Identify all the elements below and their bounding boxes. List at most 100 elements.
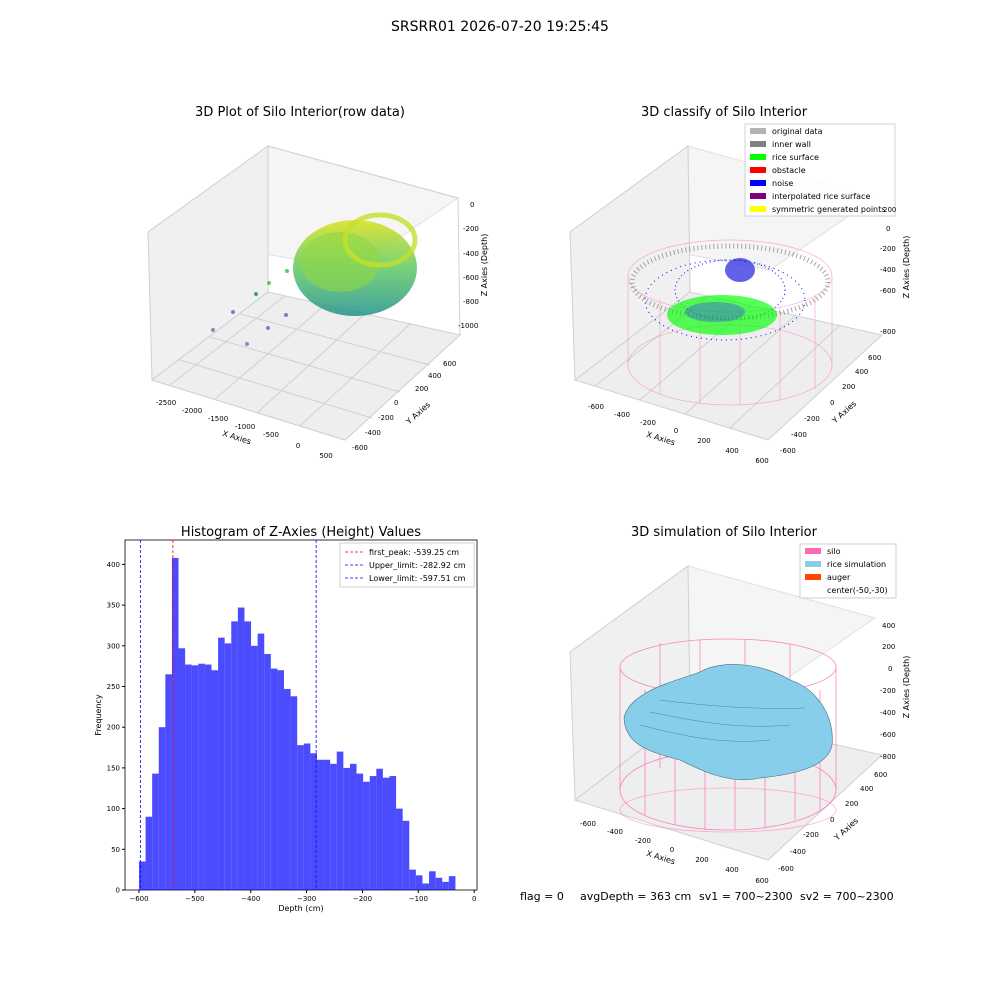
raw-z-tick: -800 bbox=[463, 298, 479, 306]
sim-z-tick: -400 bbox=[880, 709, 896, 717]
histogram-bar bbox=[429, 871, 436, 890]
simulation-legend: silo rice simulation auger center(-50,-3… bbox=[799, 543, 897, 599]
histogram-x-tick: −200 bbox=[353, 895, 372, 903]
raw-y-label: Y Axies bbox=[404, 400, 432, 427]
panel-raw-title: 3D Plot of Silo Interior(row data) bbox=[195, 105, 405, 120]
classify-y-ticks: -600 -400 -200 0 200 400 600 bbox=[780, 354, 881, 455]
histogram-x-ticks: −600 −500 −400 −300 −200 −100 0 bbox=[129, 890, 476, 903]
raw-y-tick: 400 bbox=[428, 372, 441, 380]
classify-y-tick: 600 bbox=[868, 354, 881, 362]
histogram-bar bbox=[264, 653, 271, 890]
classify-x-tick: -200 bbox=[640, 419, 656, 427]
histogram-bar bbox=[396, 808, 403, 890]
raw-x-tick: -2500 bbox=[156, 399, 176, 407]
histogram-bar bbox=[218, 637, 225, 890]
histogram-bar bbox=[165, 674, 172, 890]
classify-inner-wall bbox=[629, 243, 831, 321]
sim-z-tick: 400 bbox=[882, 622, 895, 630]
sim-x-tick: 400 bbox=[725, 866, 738, 874]
sim-z-tick: -600 bbox=[880, 731, 896, 739]
sim-z-ticks: 400 200 0 -200 -400 -600 -800 bbox=[880, 622, 896, 761]
raw-point bbox=[245, 342, 249, 346]
histogram-bar bbox=[310, 753, 317, 890]
sim-y-tick: -400 bbox=[790, 848, 806, 856]
histogram-y-tick: 150 bbox=[107, 764, 120, 772]
histogram-legend-label: Lower_limit: -597.51 cm bbox=[369, 574, 466, 583]
classify-legend: original data inner wall rice surface ob… bbox=[744, 123, 896, 217]
histogram-bar bbox=[158, 727, 166, 890]
sim-y-tick: 400 bbox=[860, 785, 873, 793]
raw-z-tick: -1000 bbox=[458, 322, 478, 330]
classify-y-tick: 0 bbox=[830, 399, 834, 407]
histogram-y-tick: 350 bbox=[107, 602, 120, 610]
legend-label: inner wall bbox=[772, 140, 811, 149]
histogram-x-tick: −500 bbox=[185, 895, 204, 903]
histogram-bar bbox=[303, 743, 311, 890]
legend-label: original data bbox=[772, 127, 823, 136]
classify-floor-plane bbox=[573, 291, 884, 441]
histogram-title: Histogram of Z-Axies (Height) Values bbox=[181, 525, 421, 540]
sim-x-ticks: -600 -400 -200 0 200 400 600 bbox=[580, 820, 769, 885]
raw-z-tick: -600 bbox=[463, 274, 479, 282]
classify-x-tick: -600 bbox=[588, 403, 604, 411]
raw-y-tick: 600 bbox=[443, 360, 456, 368]
sim-x-tick: -600 bbox=[580, 820, 596, 828]
classify-x-tick: -400 bbox=[614, 411, 630, 419]
sim-z-tick: 0 bbox=[888, 665, 892, 673]
histogram-bar bbox=[270, 668, 278, 890]
histogram-bar bbox=[323, 759, 331, 890]
legend-label: silo bbox=[827, 547, 841, 556]
histogram-bar bbox=[343, 767, 350, 890]
sim-x-tick: -200 bbox=[635, 837, 651, 845]
histogram-bar bbox=[191, 665, 199, 890]
raw-y-tick: -400 bbox=[365, 429, 381, 437]
raw-x-tick: 0 bbox=[296, 442, 300, 450]
sim-y-label: Y Axies bbox=[832, 816, 860, 843]
raw-x-tick: -1500 bbox=[208, 415, 228, 423]
histogram-bar bbox=[138, 861, 146, 890]
histogram-bar bbox=[204, 664, 212, 890]
classify-z-tick: -400 bbox=[880, 266, 896, 274]
histogram-y-label: Frequency bbox=[94, 694, 103, 736]
classify-x-label: X Axies bbox=[645, 430, 676, 447]
histogram-bar bbox=[171, 557, 179, 890]
legend-label: interpolated rice surface bbox=[772, 192, 870, 201]
raw-point bbox=[284, 313, 288, 317]
histogram-y-tick: 100 bbox=[107, 805, 120, 813]
classify-x-ticks: -600 -400 -200 0 200 400 600 bbox=[588, 403, 769, 465]
histogram-bar bbox=[277, 670, 285, 890]
raw-z-tick: -400 bbox=[463, 250, 479, 258]
histogram-bar bbox=[389, 776, 397, 890]
rice-simulation-mesh-lines bbox=[639, 699, 806, 742]
histogram-y-tick: 250 bbox=[107, 683, 120, 691]
sim-y-tick: 600 bbox=[874, 771, 887, 779]
legend-swatch-inner-wall bbox=[750, 141, 766, 147]
status-sv2: sv2 = 700~2300 bbox=[800, 890, 894, 903]
legend-swatch-obstacle bbox=[750, 167, 766, 173]
raw-z-tick: -200 bbox=[463, 225, 479, 233]
histogram-x-tick: −400 bbox=[241, 895, 260, 903]
histogram-legend-label: Upper_limit: -282.92 cm bbox=[369, 561, 466, 570]
raw-points-rim bbox=[342, 212, 418, 268]
legend-label: auger bbox=[827, 573, 851, 582]
classify-noise bbox=[644, 258, 806, 341]
sim-z-tick: 200 bbox=[882, 643, 895, 651]
classify-x-tick: 200 bbox=[697, 437, 710, 445]
histogram-y-tick: 400 bbox=[107, 561, 120, 569]
histogram-bar bbox=[290, 696, 298, 890]
panel-simulation-3d: 3D simulation of Silo Interior bbox=[568, 525, 911, 885]
raw-y-tick: 0 bbox=[394, 399, 398, 407]
raw-point bbox=[267, 281, 271, 285]
legend-swatch-auger bbox=[805, 574, 821, 580]
status-sv1: sv1 = 700~2300 bbox=[699, 890, 793, 903]
histogram-bar bbox=[409, 869, 416, 890]
histogram-bar bbox=[297, 745, 304, 890]
legend-label: symmetric generated points bbox=[772, 205, 885, 214]
legend-swatch-rice bbox=[750, 154, 766, 160]
histogram-y-ticks: 0 50 100 150 200 250 300 350 400 bbox=[107, 561, 125, 895]
raw-x-tick: -1000 bbox=[235, 423, 255, 431]
histogram-bar bbox=[369, 776, 377, 890]
histogram-bar bbox=[442, 881, 449, 890]
sim-x-tick: 200 bbox=[695, 856, 708, 864]
raw-x-tick: 500 bbox=[319, 452, 332, 460]
